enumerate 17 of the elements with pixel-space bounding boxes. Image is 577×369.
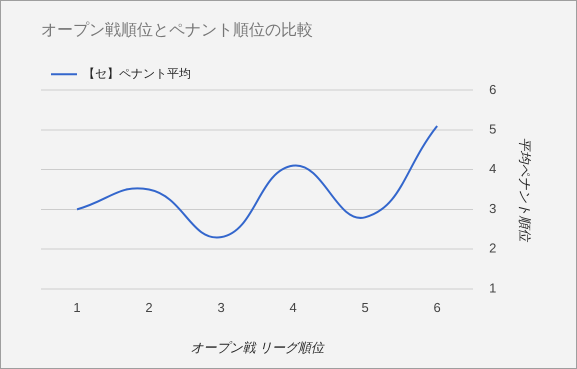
y-axis-title: 平均ペナント順位 <box>518 138 533 242</box>
x-tick-label: 4 <box>289 300 297 316</box>
chart-title: オープン戦順位とペナント順位の比較 <box>41 21 313 40</box>
y-tick-label: 3 <box>489 200 496 216</box>
y-tick-label: 1 <box>489 280 496 296</box>
y-tick-label: 4 <box>489 161 496 176</box>
x-axis-title: オープン戦 リーグ順位 <box>190 340 325 355</box>
legend-label: 【セ】ペナント平均 <box>83 66 191 81</box>
y-tick-label: 6 <box>489 82 496 97</box>
x-tick-label: 3 <box>217 300 225 316</box>
y-tick-label: 5 <box>489 122 496 136</box>
x-tick-label: 6 <box>434 300 441 316</box>
x-tick-label: 5 <box>362 300 369 316</box>
x-tick-label: 2 <box>145 300 153 316</box>
y-tick-label: 2 <box>489 240 496 256</box>
line-series <box>76 124 438 238</box>
x-tick-label: 1 <box>73 300 81 316</box>
